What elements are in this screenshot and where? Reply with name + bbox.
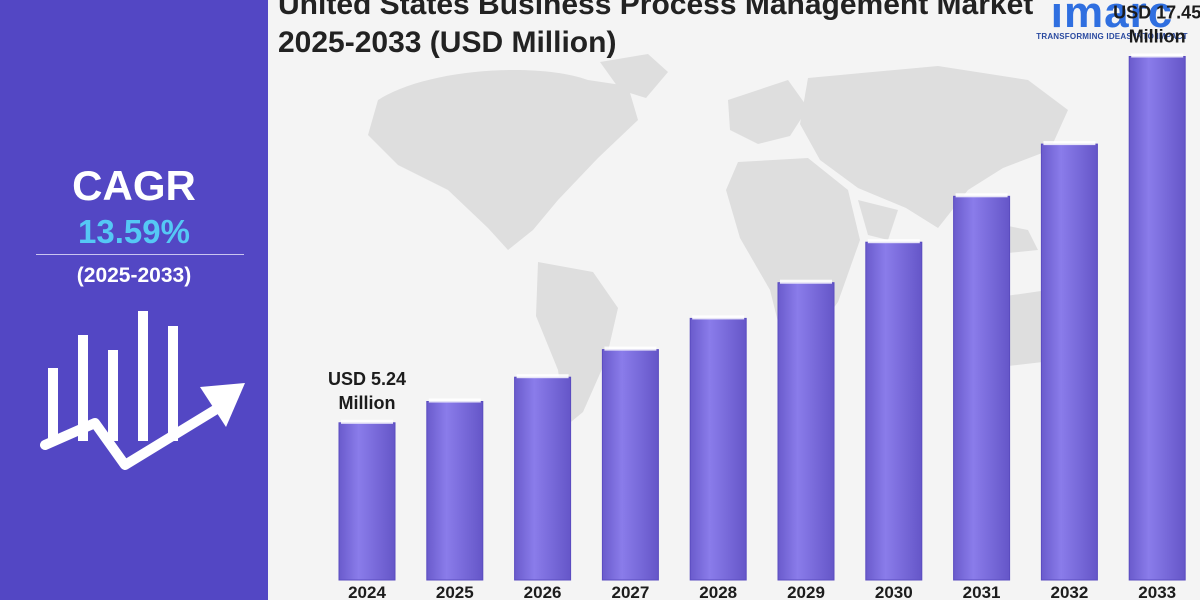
- imarc-logo: imarc TRANSFORMING IDEAS INTO IMPACT: [1026, 0, 1198, 44]
- bar-2031: [953, 195, 1011, 581]
- x-tick-label: 2032: [1050, 583, 1088, 600]
- bar-2029: [777, 282, 835, 581]
- cagr-panel: CAGR 13.59% (2025-2033): [0, 0, 268, 600]
- bar-2027: [601, 349, 659, 581]
- bar-2032: [1040, 143, 1098, 581]
- bar-highlight-2025: [428, 398, 481, 403]
- x-tick-label: 2031: [963, 583, 1001, 600]
- bar-highlight-2028: [692, 315, 745, 320]
- bar-highlight-2030: [867, 239, 920, 244]
- cagr-value: 13.59%: [78, 213, 190, 250]
- cagr-period: (2025-2033): [76, 264, 192, 287]
- x-tick-label: 2027: [611, 583, 649, 600]
- bar-highlight-2032: [1043, 141, 1096, 146]
- x-tick-label: 2033: [1138, 583, 1176, 600]
- chart-area: United States Business Process Managemen…: [268, 0, 1200, 600]
- bar-highlight-2024: [341, 419, 393, 424]
- data-label-2033: Million: [1129, 27, 1186, 47]
- bar-2026: [514, 376, 572, 581]
- chart-title: United States Business Process Managemen…: [278, 0, 1034, 59]
- logo-tagline: TRANSFORMING IDEAS INTO IMPACT: [1036, 32, 1188, 41]
- bar-2028: [689, 317, 747, 581]
- cagr-label: CAGR: [72, 162, 196, 209]
- bar-2030: [865, 241, 923, 581]
- data-label-2033: USD 17.45: [1113, 3, 1200, 23]
- bar-highlight-2033: [1131, 53, 1184, 58]
- x-tick-label: 2024: [348, 583, 386, 600]
- x-tick-label: 2028: [699, 583, 737, 600]
- bar-highlight-2029: [780, 279, 832, 284]
- growth-chart-icon: [40, 311, 245, 470]
- bar-chart: 2024 2025 2026 2027 2028 2029 2030 2031 2032 2033…: [328, 3, 1200, 600]
- bar-2033: [1128, 56, 1186, 581]
- logo-wordmark: imarc: [1050, 0, 1174, 37]
- x-tick-label: 2030: [875, 583, 913, 600]
- bar-highlight-2026: [516, 374, 569, 379]
- bar-highlight-2031: [955, 193, 1008, 198]
- bar-2025: [426, 401, 484, 581]
- data-label-2024: USD 5.24: [328, 369, 406, 389]
- data-label-2024: Million: [339, 393, 396, 413]
- bar-2024: [338, 422, 396, 581]
- x-tick-label: 2029: [787, 583, 825, 600]
- cagr-divider: [36, 254, 244, 255]
- x-tick-label: 2026: [524, 583, 562, 600]
- x-tick-label: 2025: [436, 583, 474, 600]
- bar-highlight-2027: [604, 346, 657, 351]
